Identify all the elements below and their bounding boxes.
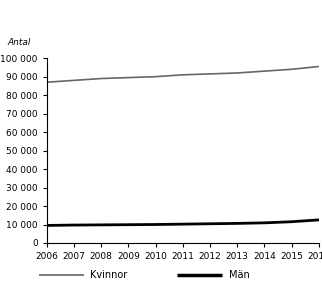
Text: Kvinnor: Kvinnor [90, 270, 128, 280]
Text: Diagram 3.15  Antal legitimerade sjuksköterskor sysselsatta: Diagram 3.15 Antal legitimerade sjuksköt… [5, 9, 322, 19]
Text: Män: Män [229, 270, 249, 280]
Text: i hälso- och sjukvården: i hälso- och sjukvården [5, 34, 141, 46]
Text: Antal: Antal [7, 38, 31, 47]
